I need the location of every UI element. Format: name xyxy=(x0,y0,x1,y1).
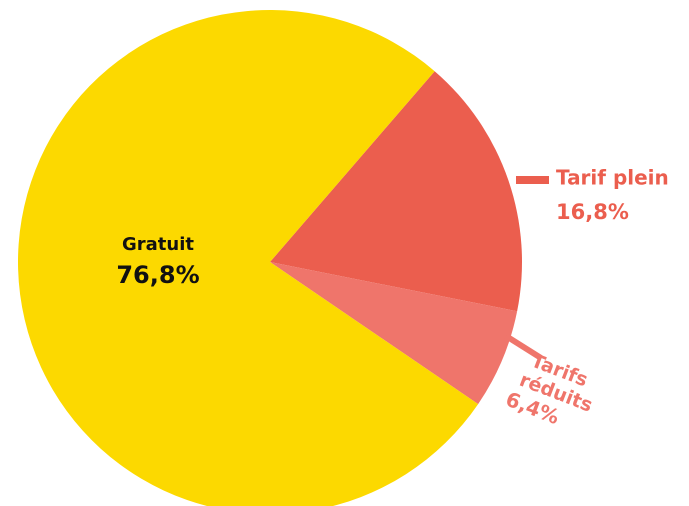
slice-value: 76,8% xyxy=(116,261,199,289)
slice-label: Gratuit xyxy=(122,234,194,255)
slice-value: 16,8% xyxy=(556,200,629,224)
pie-slice xyxy=(270,262,518,405)
slice-label: Tarif plein xyxy=(556,166,669,190)
leader-line xyxy=(504,333,543,361)
pie-slice xyxy=(270,71,523,312)
pie-slice xyxy=(18,10,479,506)
